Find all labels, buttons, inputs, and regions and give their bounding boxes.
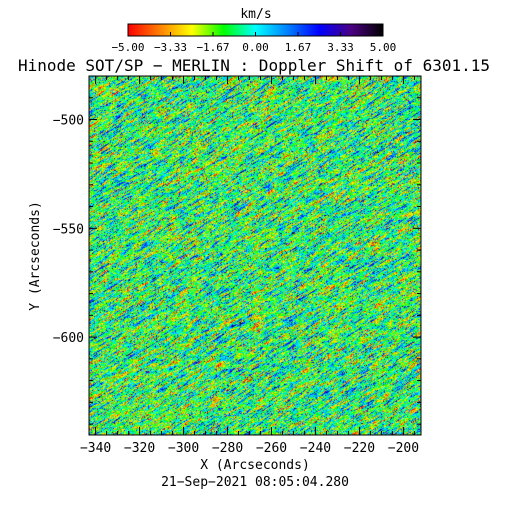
colorbar-unit-label: km/s [240,7,271,22]
plot-frame [88,75,422,436]
x-tick-label: −320 [124,441,155,456]
y-axis: −500 −550 −600 [53,75,421,425]
colorbar-tick-label: 1.67 [285,41,312,54]
x-tick-label: −340 [80,441,111,456]
footer-timestamp: 21−Sep−2021 08:05:04.280 [161,475,349,490]
colorbar-tick-label: −1.67 [196,41,229,54]
x-tick-label: −220 [344,441,375,456]
x-axis: −340 −320 −300 −280 −260 −240 −220 −200 [80,76,419,456]
colorbar-tick-label: −3.33 [154,41,187,54]
x-tick-label: −240 [300,441,331,456]
x-tick-label: −200 [388,441,419,456]
y-tick-label: −550 [53,222,84,237]
chart-title: Hinode SOT/SP − MERLIN : Doppler Shift o… [18,56,490,75]
colorbar-tick-label: 5.00 [370,41,397,54]
plot-area: −340 −320 −300 −280 −260 −240 −220 −200 −500 −55… [53,75,422,456]
colorbar-tick-label: 0.00 [242,41,269,54]
colorbar-ticks: −5.00 −3.33 −1.67 0.00 1.67 3.33 5.00 [111,32,396,54]
x-axis-label: X (Arcseconds) [200,458,310,473]
y-tick-label: −600 [53,331,84,346]
colorbar-tick-label: 3.33 [327,41,354,54]
x-tick-label: −260 [256,441,287,456]
colorbar-tick-label: −5.00 [111,41,144,54]
x-tick-label: −300 [168,441,199,456]
x-tick-label: −280 [212,441,243,456]
y-axis-label: Y (Arcseconds) [28,201,43,311]
doppler-field-image [89,76,421,435]
colorbar: km/s −5.00 −3.33 −1.67 0.00 1.67 3.33 5.00 [111,7,396,54]
y-tick-label: −500 [53,114,84,129]
